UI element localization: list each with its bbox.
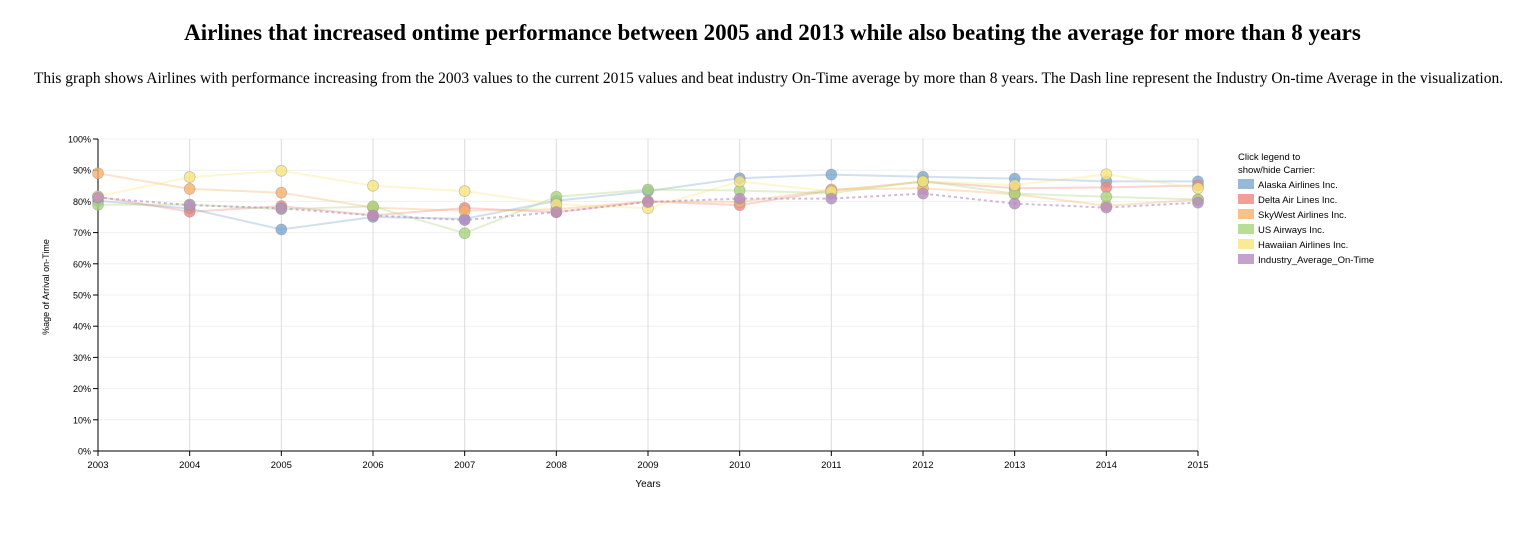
legend-item[interactable]: Alaska Airlines Inc. bbox=[1238, 179, 1338, 191]
data-point[interactable] bbox=[1192, 196, 1204, 209]
legend-item[interactable]: Industry_Average_On-Time bbox=[1238, 254, 1374, 266]
legend-label: SkyWest Airlines Inc. bbox=[1258, 210, 1347, 221]
data-point[interactable] bbox=[92, 167, 104, 180]
y-tick-label: 90% bbox=[73, 166, 91, 176]
data-point[interactable] bbox=[1100, 201, 1113, 214]
data-point[interactable] bbox=[917, 175, 929, 188]
legend-label: Alaska Airlines Inc. bbox=[1258, 180, 1338, 191]
legend-swatch bbox=[1238, 254, 1254, 264]
data-point[interactable] bbox=[917, 187, 929, 200]
data-point[interactable] bbox=[825, 168, 838, 181]
legend-item[interactable]: US Airways Inc. bbox=[1238, 224, 1325, 236]
y-tick-label: 20% bbox=[73, 384, 91, 394]
x-tick-label: 2010 bbox=[729, 460, 750, 471]
legend-label: US Airways Inc. bbox=[1258, 225, 1325, 236]
x-tick-label: 2003 bbox=[87, 460, 108, 471]
x-tick-label: 2013 bbox=[1004, 460, 1025, 471]
legend-swatch bbox=[1238, 179, 1254, 189]
legend-item[interactable]: SkyWest Airlines Inc. bbox=[1238, 209, 1347, 221]
x-axis-label: Years bbox=[635, 479, 660, 490]
x-tick-label: 2008 bbox=[546, 460, 567, 471]
data-point[interactable] bbox=[275, 202, 288, 215]
y-tick-label: 50% bbox=[73, 291, 91, 301]
data-point[interactable] bbox=[458, 214, 471, 227]
data-point[interactable] bbox=[458, 227, 471, 240]
y-tick-label: 60% bbox=[73, 259, 91, 269]
x-tick-label: 2006 bbox=[362, 460, 383, 471]
data-point[interactable] bbox=[275, 223, 288, 236]
page-description: This graph shows Airlines with performan… bbox=[33, 70, 1504, 87]
y-tick-label: 80% bbox=[73, 197, 91, 207]
y-tick-label: 30% bbox=[73, 353, 91, 363]
page-title: Airlines that increased ontime performan… bbox=[184, 20, 1361, 45]
legend-swatch bbox=[1238, 239, 1254, 249]
legend-swatch bbox=[1238, 224, 1254, 234]
x-tick-label: 2007 bbox=[454, 460, 475, 471]
data-point[interactable] bbox=[733, 175, 746, 188]
series-points bbox=[92, 164, 1204, 240]
data-point[interactable] bbox=[642, 183, 654, 196]
data-point[interactable] bbox=[183, 171, 196, 183]
data-point[interactable] bbox=[183, 183, 196, 195]
data-point[interactable] bbox=[1192, 182, 1204, 195]
legend-label: Delta Air Lines Inc. bbox=[1258, 195, 1337, 206]
y-axis-label: %age of Arrival on-Time bbox=[41, 239, 51, 335]
data-point[interactable] bbox=[275, 186, 288, 199]
y-tick-label: 100% bbox=[68, 135, 91, 145]
legend-label: Hawaiian Airlines Inc. bbox=[1258, 240, 1348, 251]
x-tick-label: 2015 bbox=[1187, 460, 1208, 471]
data-point[interactable] bbox=[458, 185, 471, 198]
data-point[interactable] bbox=[275, 164, 288, 177]
data-point[interactable] bbox=[733, 192, 746, 205]
legend-label: Industry_Average_On-Time bbox=[1258, 255, 1374, 266]
legend-title-line2: show/hide Carrier: bbox=[1238, 165, 1315, 176]
x-tick-label: 2005 bbox=[271, 460, 292, 471]
data-point[interactable] bbox=[1100, 190, 1113, 203]
y-tick-label: 40% bbox=[73, 322, 91, 332]
x-tick-label: 2011 bbox=[821, 460, 841, 471]
legend: Click legend to show/hide Carrier: Alask… bbox=[1238, 152, 1374, 266]
data-point[interactable] bbox=[1008, 179, 1021, 192]
data-point[interactable] bbox=[367, 209, 379, 222]
legend-swatch bbox=[1238, 209, 1254, 219]
legend-swatch bbox=[1238, 194, 1254, 204]
data-point[interactable] bbox=[642, 196, 654, 208]
legend-item[interactable]: Delta Air Lines Inc. bbox=[1238, 194, 1337, 206]
y-tick-label: 0% bbox=[78, 447, 91, 457]
data-point[interactable] bbox=[1008, 197, 1021, 210]
data-point[interactable] bbox=[92, 191, 104, 204]
data-point[interactable] bbox=[1100, 168, 1113, 181]
data-point[interactable] bbox=[183, 199, 196, 212]
x-tick-label: 2009 bbox=[637, 460, 658, 471]
x-tick-label: 2014 bbox=[1096, 460, 1117, 471]
data-point[interactable] bbox=[550, 206, 563, 218]
y-tick-label: 70% bbox=[73, 228, 91, 238]
x-tick-label: 2004 bbox=[179, 460, 200, 471]
x-tick-label: 2012 bbox=[912, 460, 933, 471]
data-point[interactable] bbox=[367, 179, 379, 192]
y-tick-label: 10% bbox=[73, 415, 91, 425]
legend-title-line1: Click legend to bbox=[1238, 152, 1300, 163]
legend-item[interactable]: Hawaiian Airlines Inc. bbox=[1238, 239, 1348, 251]
data-point[interactable] bbox=[825, 192, 838, 205]
axes: 0% 10% 20% 30% 40% 50% 60% 70% 80% 90% 100% 2003 200… bbox=[68, 135, 1209, 472]
